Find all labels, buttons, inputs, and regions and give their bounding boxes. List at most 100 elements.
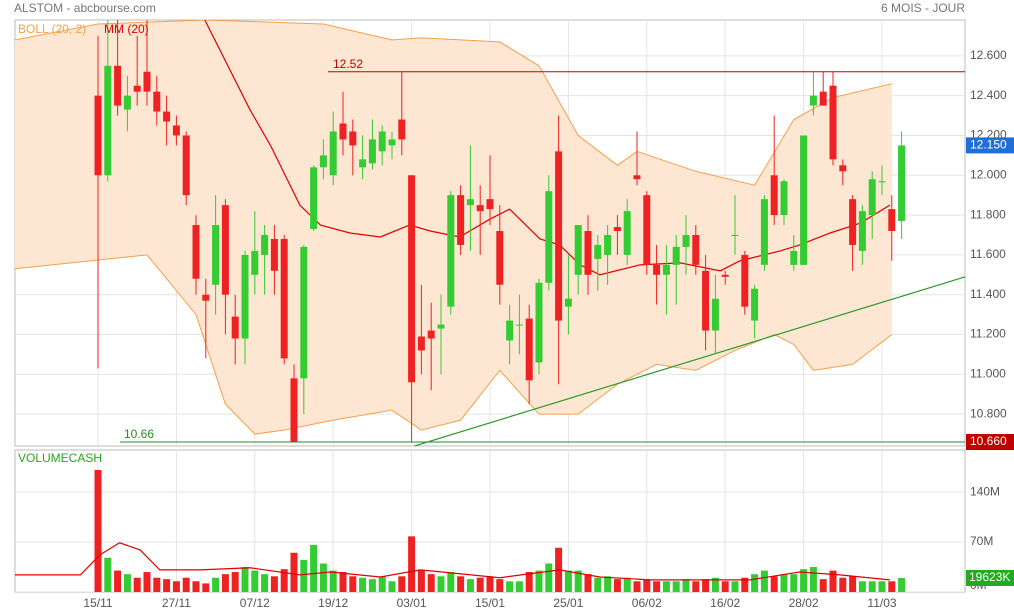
candle-body [261,234,269,255]
candle-body [486,199,494,210]
candle-body [721,274,729,277]
volume-bar [280,569,288,592]
volume-bar [545,563,553,592]
volume-bar [702,579,710,592]
candle-body [300,246,308,379]
candle-body [457,195,465,245]
candle-body [819,91,827,106]
volume-bar [378,576,386,592]
volume-bar [604,576,612,592]
support-label: 10.66 [124,427,154,441]
volume-bar [466,579,474,592]
volume-bar [447,572,455,592]
volume-bar [721,581,729,592]
candle-body [888,209,896,232]
candle-body [555,151,563,321]
volume-bar [408,536,416,592]
x-tick-label: 28/02 [789,596,819,610]
candle-body [702,270,710,331]
volume-plot [15,450,965,592]
volume-bar [731,581,739,592]
candle-body [809,95,817,106]
volume-bar [780,574,788,592]
candle-body [359,159,367,168]
candle-body [711,298,719,331]
candle-body [398,119,406,140]
moving-average [204,20,891,276]
candle-body [221,205,229,295]
candle-body [310,167,318,230]
trendline [414,276,965,446]
labels: 15/11 27/11 07/12 19/12 03/01 15/01 25/01 06/02… [18,22,1014,610]
candle-body [858,211,866,251]
volume-bar [202,583,210,592]
volume-bar [153,577,161,592]
volume-bar [839,577,847,592]
candle-body [770,175,778,216]
volume-bar [319,563,327,592]
price-plot [15,20,965,446]
volume-bar [594,577,602,592]
support-box [966,434,1014,451]
y-tick-label: 12.000 [970,167,1007,181]
y-tick-label: 11.200 [970,327,1006,341]
candle-body [280,238,288,359]
candle-body [672,246,680,265]
candle-body [849,199,857,245]
candle-body [564,298,572,307]
volume-bar [368,579,376,592]
volume-bar [241,567,249,592]
candle-body [898,145,906,222]
title: ALSTOM - abcbourse.com [14,1,156,15]
candle-body [192,225,200,279]
x-tick-label: 06/02 [632,596,662,610]
volume-bar [114,570,122,592]
volume-bar [163,579,171,592]
volume-bar [221,574,229,592]
candle-body [829,85,837,160]
volume-bar [212,577,220,592]
candle-body [506,320,514,341]
volume-bar [692,581,700,592]
candle-body [653,264,661,275]
bollinger-lower [15,254,893,435]
candle-body [163,111,171,122]
candle-body [172,125,180,136]
candle-body [515,324,523,326]
volume-bar [251,570,259,592]
y-tick-label: 11.600 [970,247,1006,261]
volume-bar [231,572,239,592]
candle-body [114,65,122,106]
candle-body [447,195,455,307]
resistance-label: 12.52 [333,57,363,71]
candle-body [182,135,190,196]
x-tick-label: 15/11 [83,596,112,610]
y-tick-label: 11.400 [970,287,1006,301]
candle-body [104,65,112,176]
candle-body [94,95,102,176]
candle-body [623,211,631,255]
x-tick-label: 25/01 [553,596,583,610]
volume-bar [398,576,406,592]
x-tick-label: 16/02 [710,596,740,610]
volume-bar [476,577,484,592]
volume-bar [535,570,543,592]
candle-body [613,227,621,232]
volume-bar [457,576,465,592]
candle-body [731,234,739,236]
x-tick-label: 19/12 [318,596,348,610]
volume-bar [849,576,857,592]
last-volume-box [966,569,1014,586]
candle-body [241,254,249,339]
candle-body [878,181,886,183]
candle-body [339,123,347,140]
volume-bar [261,574,269,592]
volume-bar [633,581,641,592]
volume-bar [300,559,308,592]
candle-body [574,225,582,275]
volume-bar [339,572,347,592]
volume-bar [711,577,719,592]
volume-bar [662,581,670,592]
candle-body [133,85,141,92]
volume-bar [790,574,798,592]
